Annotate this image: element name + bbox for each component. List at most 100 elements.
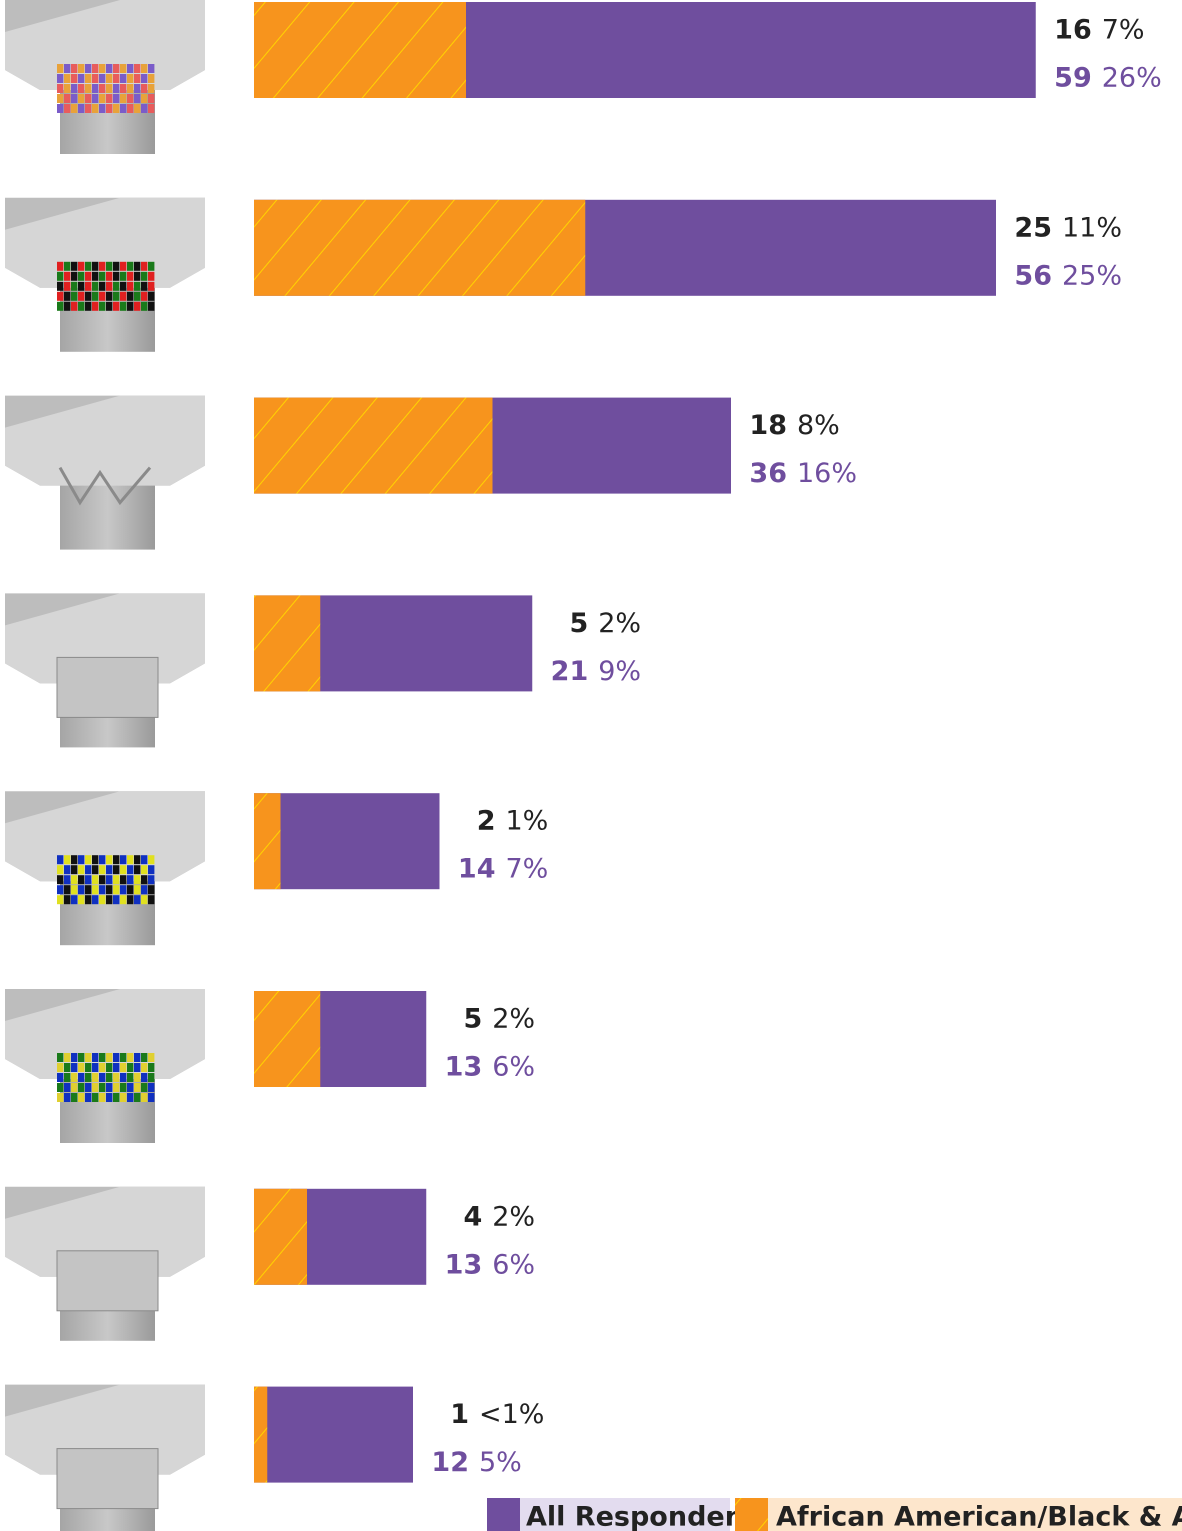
- bead: [99, 301, 106, 311]
- bead: [85, 291, 92, 301]
- bead: [64, 94, 71, 103]
- bead: [127, 875, 134, 885]
- column-icon: [5, 989, 205, 1143]
- bead: [113, 1053, 120, 1062]
- bead: [148, 74, 155, 83]
- bead: [120, 855, 127, 865]
- bead: [92, 1073, 99, 1082]
- legend-bg: [520, 1498, 730, 1531]
- bead: [85, 885, 92, 895]
- bead: [120, 1053, 127, 1062]
- bead: [127, 84, 134, 93]
- bead: [134, 1083, 141, 1092]
- bead: [148, 1053, 155, 1062]
- bead: [71, 865, 78, 875]
- bead: [141, 1053, 148, 1062]
- bead: [57, 104, 64, 113]
- bead: [148, 1063, 155, 1072]
- bar: [254, 1386, 268, 1483]
- bead: [85, 271, 92, 281]
- bead: [71, 74, 78, 83]
- bead: [57, 1063, 64, 1072]
- bead: [141, 74, 148, 83]
- bead: [148, 84, 155, 93]
- bead: [92, 104, 99, 113]
- bead: [141, 865, 148, 875]
- bead: [141, 271, 148, 281]
- capital-shade: [5, 395, 205, 486]
- share-label: 5%: [479, 1447, 522, 1478]
- bar: [254, 1386, 413, 1483]
- bead: [64, 875, 71, 885]
- column-icon: [5, 1186, 205, 1341]
- bead: [99, 291, 106, 301]
- bead: [78, 895, 85, 905]
- bead: [113, 301, 120, 311]
- capital-shade: [5, 0, 205, 90]
- bead: [120, 1093, 127, 1102]
- bead: [92, 1083, 99, 1092]
- bead: [113, 261, 120, 271]
- bead: [71, 1083, 78, 1092]
- bead: [78, 885, 85, 895]
- bead: [64, 281, 71, 291]
- bead: [85, 855, 92, 865]
- bead: [57, 94, 64, 103]
- bead: [64, 261, 71, 271]
- bead: [113, 895, 120, 905]
- bead: [92, 271, 99, 281]
- bead: [78, 291, 85, 301]
- bead: [64, 104, 71, 113]
- bead: [85, 1073, 92, 1082]
- bead: [113, 855, 120, 865]
- bead: [106, 855, 113, 865]
- bead: [99, 865, 106, 875]
- bead: [134, 885, 141, 895]
- bead: [106, 74, 113, 83]
- bead: [64, 74, 71, 83]
- bead: [99, 74, 106, 83]
- bead: [99, 261, 106, 271]
- bead: [57, 291, 64, 301]
- bead: [120, 271, 127, 281]
- share-label: 11%: [1062, 212, 1122, 243]
- bead: [78, 1083, 85, 1092]
- bead: [120, 74, 127, 83]
- bead: [113, 84, 120, 93]
- bead: [148, 301, 155, 311]
- bar: [254, 199, 586, 296]
- data-label: 21: [551, 656, 589, 687]
- bead: [92, 895, 99, 905]
- bead: [99, 104, 106, 113]
- bead: [120, 84, 127, 93]
- bead: [71, 1093, 78, 1102]
- bead: [92, 74, 99, 83]
- bead: [127, 885, 134, 895]
- bead: [71, 104, 78, 113]
- bead: [141, 1073, 148, 1082]
- bead: [113, 875, 120, 885]
- bead: [99, 1063, 106, 1072]
- bead: [78, 281, 85, 291]
- share-label: 2%: [492, 1004, 535, 1035]
- share-label: 6%: [492, 1249, 535, 1280]
- bead: [57, 895, 64, 905]
- bead: [148, 281, 155, 291]
- share-label: 26%: [1102, 63, 1162, 94]
- data-label: 1: [450, 1399, 469, 1430]
- bead: [64, 1083, 71, 1092]
- bead: [92, 885, 99, 895]
- share-label: 16%: [797, 458, 857, 489]
- bead: [106, 271, 113, 281]
- bead: [57, 301, 64, 311]
- bead: [78, 74, 85, 83]
- bead: [127, 855, 134, 865]
- bead: [127, 895, 134, 905]
- legend-swatch: [735, 1498, 768, 1531]
- bead: [134, 74, 141, 83]
- bead: [106, 64, 113, 73]
- bead: [120, 104, 127, 113]
- band: [56, 1448, 159, 1510]
